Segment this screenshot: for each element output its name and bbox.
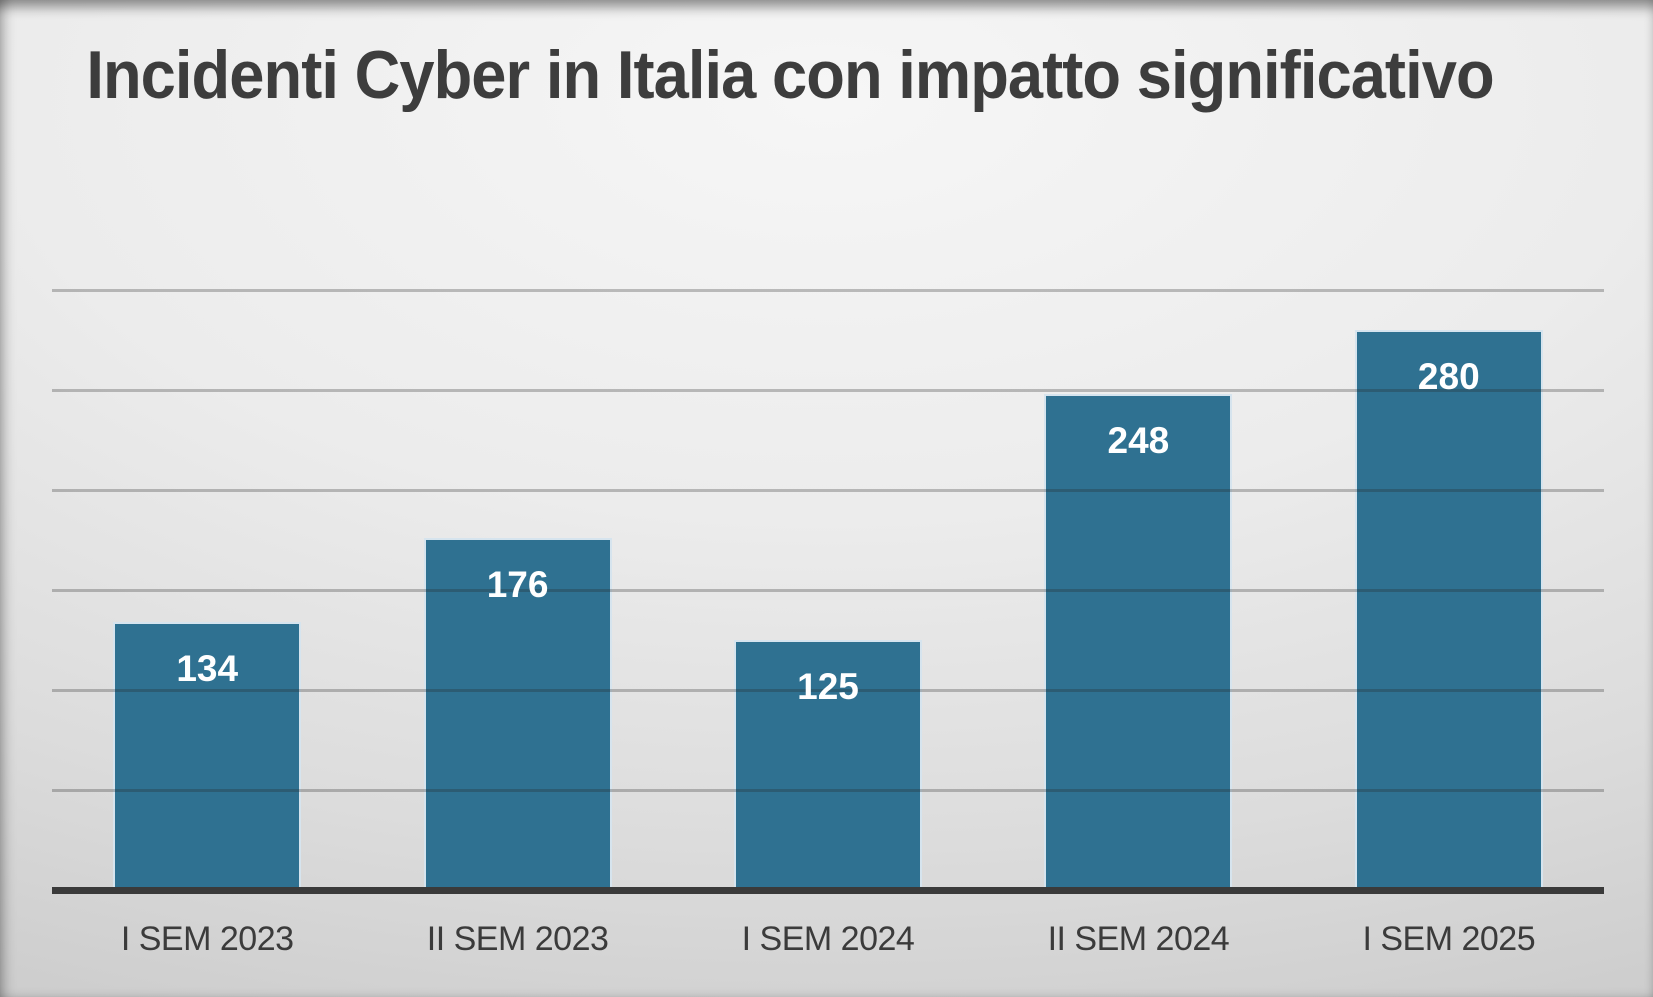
x-tick-label: I SEM 2023 [120, 920, 294, 958]
gridline [52, 489, 1604, 492]
bar-value-label: 280 [1417, 356, 1480, 397]
bar-value-label: 134 [176, 648, 239, 689]
x-tick-label: I SEM 2024 [741, 920, 915, 958]
bar [1044, 394, 1233, 890]
bar [1354, 330, 1543, 890]
bar-value-label: 176 [486, 564, 549, 605]
gridline [52, 589, 1604, 592]
bar [423, 538, 612, 890]
gridline [52, 789, 1604, 792]
gridline [52, 289, 1604, 292]
x-tick-label: II SEM 2024 [1047, 920, 1230, 958]
chart-title: Incidenti Cyber in Italia con impatto si… [86, 37, 1494, 113]
x-tick-label: II SEM 2023 [426, 920, 609, 958]
x-tick-label: I SEM 2025 [1362, 920, 1536, 958]
bar-value-label: 248 [1107, 420, 1170, 461]
x-axis-line [52, 887, 1604, 894]
bar-value-label: 125 [797, 666, 859, 707]
gridline [52, 689, 1604, 692]
bar [113, 622, 302, 890]
gridline [52, 389, 1604, 392]
